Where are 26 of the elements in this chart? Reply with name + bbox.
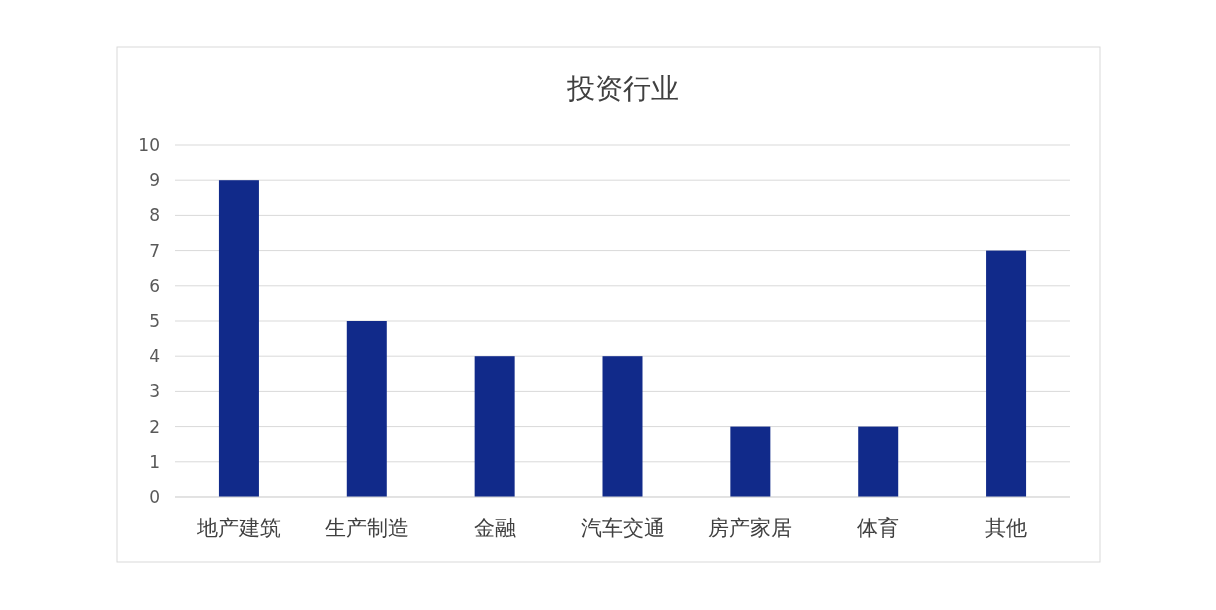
x-tick-label: 金融 [473,516,516,540]
bar [986,250,1027,497]
x-tick-label: 地产建筑 [195,516,281,540]
y-tick-label: 10 [138,135,160,155]
bar [602,356,643,497]
y-tick-label: 8 [149,205,160,226]
x-tick-label: 房产家居 [708,516,793,540]
y-tick-label: 3 [149,381,160,402]
x-tick-label: 其他 [985,516,1028,540]
x-tick-label: 生产制造 [324,516,409,540]
y-tick-label: 4 [149,346,160,367]
y-tick-label: 7 [149,240,160,261]
y-tick-label: 6 [149,275,160,296]
y-tick-label: 9 [149,170,160,191]
x-tick-label: 汽车交通 [580,516,665,540]
bar [346,321,387,497]
bar [218,180,259,497]
x-tick-label: 体育 [857,516,900,540]
y-tick-label: 5 [149,311,160,331]
bar [474,356,515,497]
y-tick-label: 0 [149,487,160,507]
chart-title: 投资行业 [565,72,679,105]
y-tick-label: 1 [149,451,160,472]
bar [730,426,771,497]
bar [858,426,899,497]
y-tick-label: 2 [149,416,160,437]
